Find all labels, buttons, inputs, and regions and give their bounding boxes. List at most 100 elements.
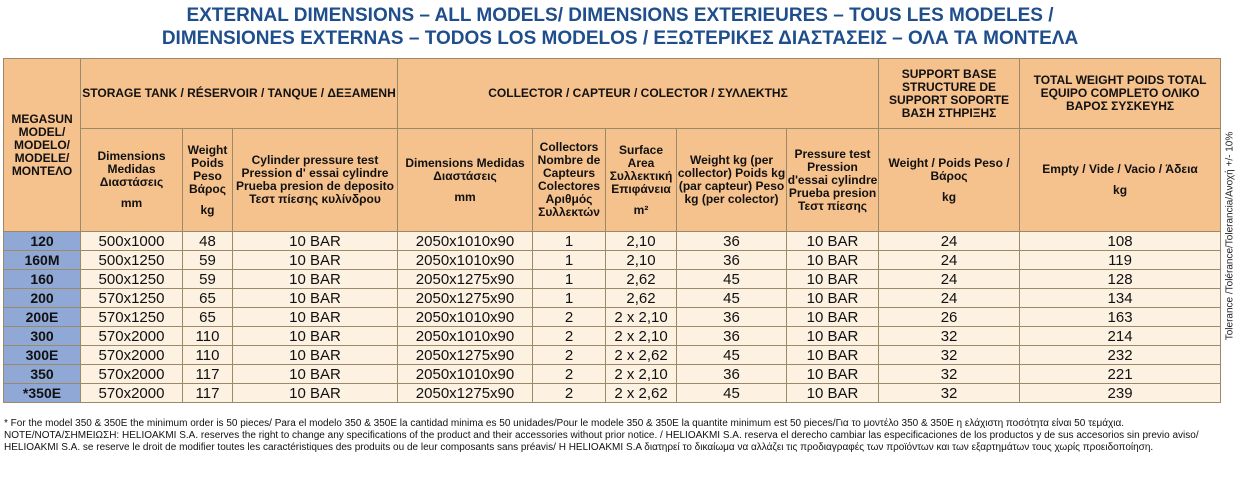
cell-tank-weight: 110 <box>182 345 233 365</box>
header-collector-dimensions: Dimensions Medidas Διαστάσεις mm <box>397 128 534 232</box>
header-tank-dimensions-label: Dimensions Medidas Διαστάσεις <box>97 149 166 189</box>
tolerance-note-text: Tolerance /Tolérance/Tolerancia/Ανοχή +/… <box>1224 131 1236 341</box>
header-empty-weight-unit: kg <box>1113 183 1128 197</box>
cell-model: 350 <box>3 364 81 384</box>
cell-model: 300 <box>3 326 81 346</box>
cell-total-weight: 119 <box>1019 250 1222 270</box>
cell-collector-dimensions: 2050x1010x90 <box>397 326 534 346</box>
table-row: 200E 570x1250 65 10 BAR 2050x1010x90 2 2… <box>3 307 1222 327</box>
page-title: EXTERNAL DIMENSIONS – ALL MODELS/ DIMENS… <box>0 4 1240 50</box>
cell-cylinder-test: 10 BAR <box>231 383 399 403</box>
cell-model: 120 <box>3 231 81 251</box>
cell-tank-dimensions: 570x1250 <box>80 288 183 308</box>
cell-collector-dimensions: 2050x1010x90 <box>397 307 534 327</box>
cell-model: 300E <box>3 345 81 365</box>
cell-collector-weight: 45 <box>676 345 788 365</box>
cell-collector-weight: 36 <box>676 231 788 251</box>
cell-tank-weight: 59 <box>182 250 233 270</box>
cell-tank-weight: 48 <box>182 231 233 251</box>
header-support-base: SUPPORT BASE STRUCTURE DE SUPPORT SOPORT… <box>878 58 1021 129</box>
table-body: 120 500x1000 48 10 BAR 2050x1010x90 1 2,… <box>3 231 1222 403</box>
cell-pressure-test: 10 BAR <box>786 250 880 270</box>
header-model: MEGASUN MODEL/ MODELO/ MODELE/ ΜΟΝΤΕΛΟ <box>3 58 81 232</box>
header-cylinder-test: Cylinder pressure test Pression d' essai… <box>231 128 399 232</box>
dimensions-table: MEGASUN MODEL/ MODELO/ MODELE/ ΜΟΝΤΕΛΟ S… <box>3 58 1222 403</box>
title-line-2: DIMENSIONES EXTERNAS – TODOS LOS MODELOS… <box>161 28 1079 49</box>
cell-collector-dimensions: 2050x1010x90 <box>397 364 534 384</box>
cell-collector-count: 2 <box>532 364 607 384</box>
cell-tank-dimensions: 570x2000 <box>80 383 183 403</box>
header-total-weight: TOTAL WEIGHT POIDS TOTAL EQUIPO COMPLETO… <box>1019 58 1222 129</box>
cell-tank-weight: 110 <box>182 326 233 346</box>
cell-cylinder-test: 10 BAR <box>231 364 399 384</box>
cell-collector-count: 1 <box>532 231 607 251</box>
cell-cylinder-test: 10 BAR <box>231 288 399 308</box>
header-collector-dimensions-unit: mm <box>454 189 476 204</box>
cell-tank-weight: 65 <box>182 288 233 308</box>
cell-model: *350E <box>3 383 81 403</box>
cell-total-weight: 214 <box>1019 326 1222 346</box>
cell-pressure-test: 10 BAR <box>786 364 880 384</box>
cell-surface-area: 2 x 2,10 <box>605 364 678 384</box>
table-row: 350 570x2000 117 10 BAR 2050x1010x90 2 2… <box>3 364 1222 384</box>
header-tank-weight-unit: kg <box>200 202 215 217</box>
cell-model: 160 <box>3 269 81 289</box>
cell-total-weight: 108 <box>1019 231 1222 251</box>
cell-pressure-test: 10 BAR <box>786 307 880 327</box>
cell-total-weight: 134 <box>1019 288 1222 308</box>
table-row: 200 570x1250 65 10 BAR 2050x1275x90 1 2,… <box>3 288 1222 308</box>
footnotes: * For the model 350 & 350E the minimum o… <box>4 418 1222 454</box>
header-surface-area-label: Surface Area Συλλεκτική Επιφάνεια <box>609 142 673 196</box>
table-row: 120 500x1000 48 10 BAR 2050x1010x90 1 2,… <box>3 231 1222 251</box>
cell-collector-dimensions: 2050x1275x90 <box>397 383 534 403</box>
table-row: 160 500x1250 59 10 BAR 2050x1275x90 1 2,… <box>3 269 1222 289</box>
cell-surface-area: 2 x 2,62 <box>605 383 678 403</box>
cell-tank-weight: 117 <box>182 383 233 403</box>
cell-total-weight: 163 <box>1019 307 1222 327</box>
cell-pressure-test: 10 BAR <box>786 345 880 365</box>
cell-cylinder-test: 10 BAR <box>231 269 399 289</box>
cell-collector-count: 2 <box>532 383 607 403</box>
header-collector-dimensions-label: Dimensions Medidas Διαστάσεις <box>405 155 525 183</box>
cell-support-weight: 26 <box>878 307 1021 327</box>
table-row: 300 570x2000 110 10 BAR 2050x1010x90 2 2… <box>3 326 1222 346</box>
cell-collector-count: 2 <box>532 307 607 327</box>
cell-total-weight: 232 <box>1019 345 1222 365</box>
header-pressure-test: Pressure test Pression d'essai cylindre … <box>786 128 880 232</box>
cell-surface-area: 2,10 <box>605 250 678 270</box>
header-collector-count: Collectors Nombre de Capteurs Colectores… <box>532 128 607 232</box>
cell-support-weight: 32 <box>878 326 1021 346</box>
footnote-minimum-order: * For the model 350 & 350E the minimum o… <box>4 418 1125 429</box>
header-tank-weight: Weight Poids Peso Βάρος kg <box>182 128 233 232</box>
cell-surface-area: 2 x 2,10 <box>605 326 678 346</box>
cell-tank-dimensions: 570x1250 <box>80 307 183 327</box>
cell-collector-dimensions: 2050x1275x90 <box>397 288 534 308</box>
cell-total-weight: 239 <box>1019 383 1222 403</box>
cell-support-weight: 32 <box>878 364 1021 384</box>
cell-model: 200 <box>3 288 81 308</box>
cell-cylinder-test: 10 BAR <box>231 326 399 346</box>
header-support-weight: Weight / Poids Peso / Βάρος kg <box>878 128 1021 232</box>
cell-cylinder-test: 10 BAR <box>231 307 399 327</box>
cell-collector-weight: 45 <box>676 383 788 403</box>
cell-tank-dimensions: 570x2000 <box>80 364 183 384</box>
cell-surface-area: 2,62 <box>605 269 678 289</box>
cell-collector-count: 1 <box>532 250 607 270</box>
cell-cylinder-test: 10 BAR <box>231 250 399 270</box>
footnote-disclaimer: NOTE/NOTA/ΣΗΜΕΙΩΣΗ: HELIOAKMI S.A. reser… <box>4 430 1199 453</box>
cell-collector-dimensions: 2050x1275x90 <box>397 345 534 365</box>
cell-tank-dimensions: 500x1000 <box>80 231 183 251</box>
cell-collector-weight: 36 <box>676 307 788 327</box>
cell-collector-count: 2 <box>532 345 607 365</box>
cell-collector-count: 2 <box>532 326 607 346</box>
header-tank-dimensions: Dimensions Medidas Διαστάσεις mm <box>80 128 183 232</box>
cell-support-weight: 24 <box>878 250 1021 270</box>
cell-support-weight: 32 <box>878 383 1021 403</box>
cell-pressure-test: 10 BAR <box>786 288 880 308</box>
cell-surface-area: 2,62 <box>605 288 678 308</box>
header-tank-dimensions-unit: mm <box>120 196 143 210</box>
cell-pressure-test: 10 BAR <box>786 383 880 403</box>
header-surface-area: Surface Area Συλλεκτική Επιφάνεια m² <box>605 128 678 232</box>
cell-collector-weight: 36 <box>676 326 788 346</box>
cell-support-weight: 24 <box>878 231 1021 251</box>
